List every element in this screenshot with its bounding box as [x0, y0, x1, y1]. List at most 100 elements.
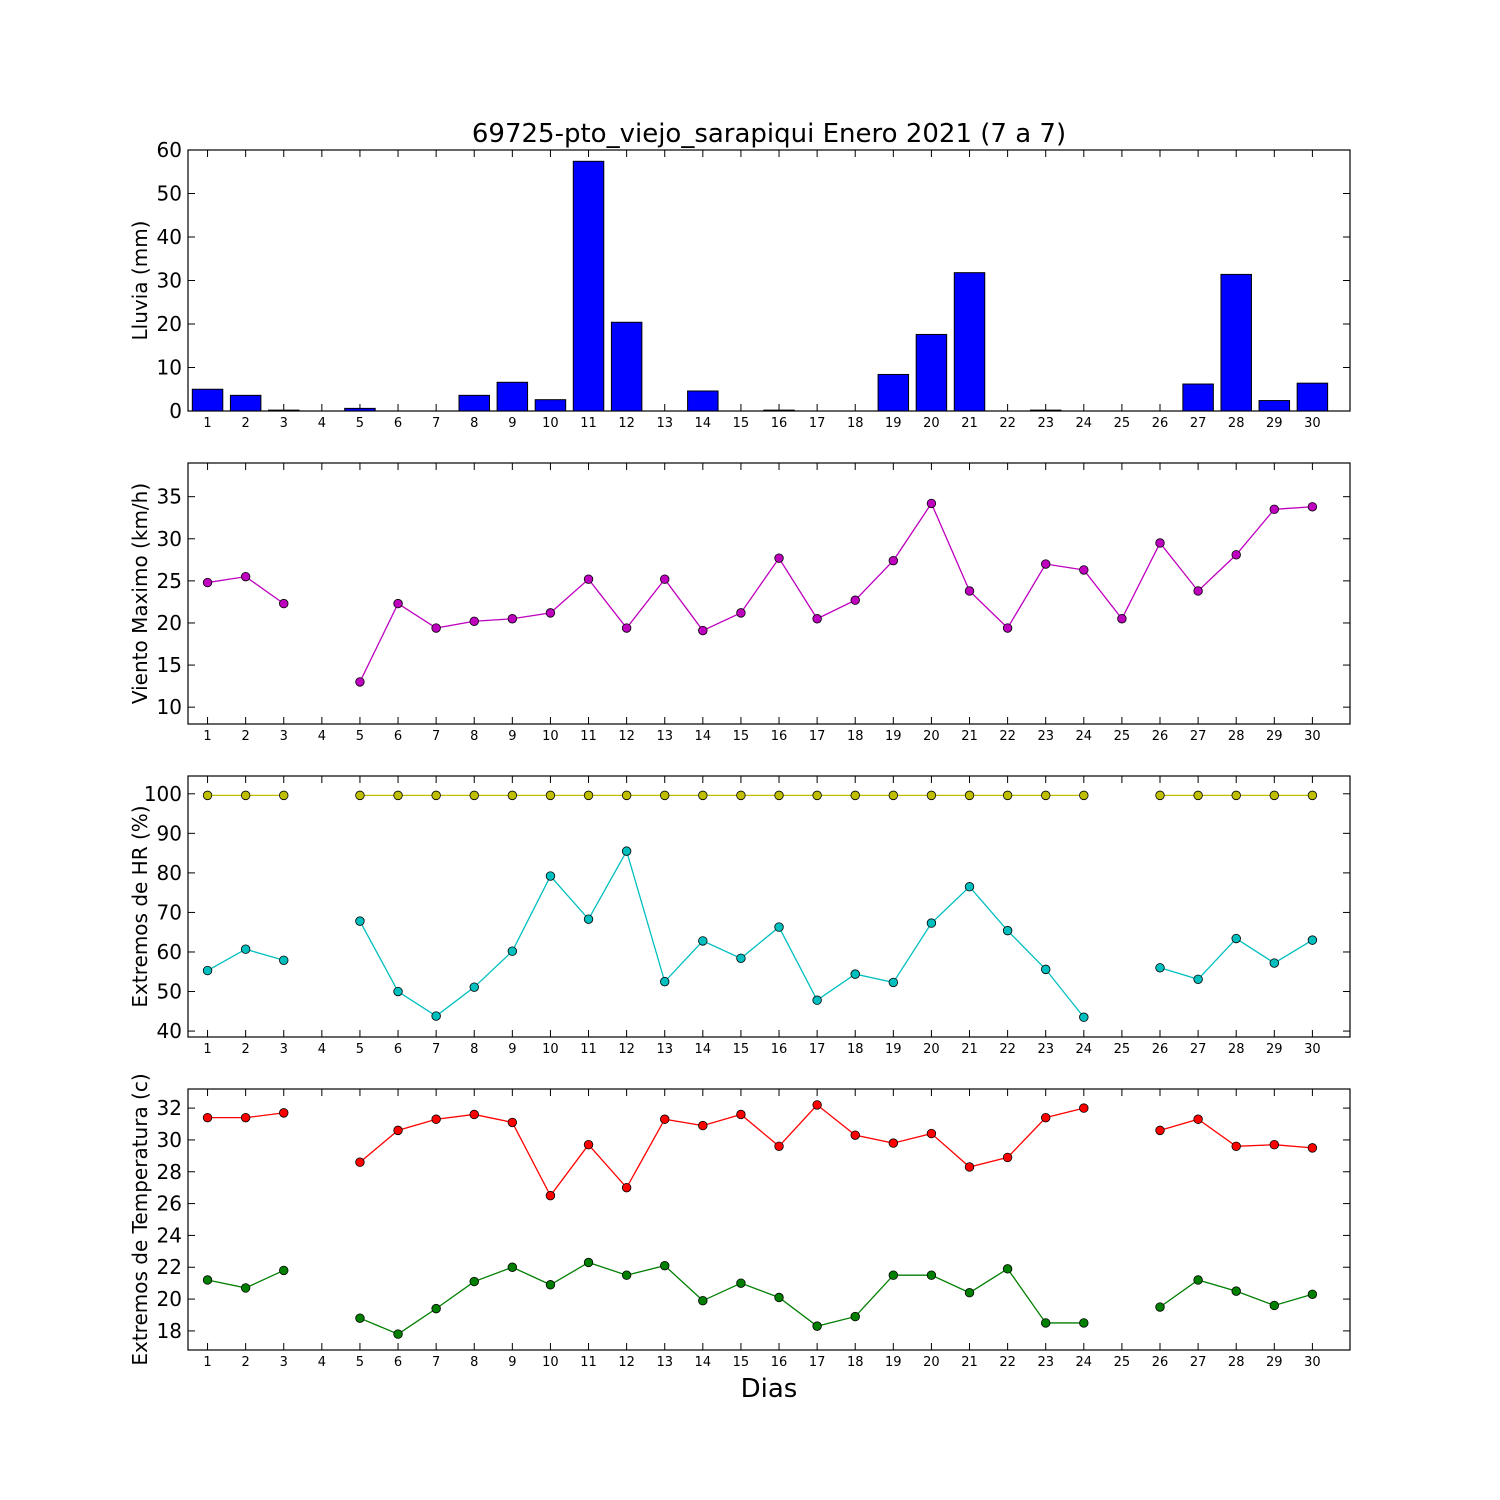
data-point: [1041, 559, 1051, 569]
x-tick-label: 11: [580, 729, 597, 744]
x-tick-label: 5: [356, 1355, 364, 1370]
x-tick-label: 29: [1266, 729, 1283, 744]
data-point: [393, 598, 403, 609]
data-point: [1307, 502, 1318, 512]
x-tick-label: 12: [618, 1042, 635, 1057]
x-tick-label: 21: [961, 1042, 978, 1057]
x-tick-label: 22: [999, 1042, 1016, 1057]
x-tick-label: 20: [923, 416, 940, 431]
data-point: [774, 1141, 784, 1151]
x-tick-label: 24: [1076, 1042, 1093, 1057]
series-line-2: [207, 849, 1313, 1018]
data-point: [1155, 790, 1165, 801]
x-tick-label: 2: [242, 1042, 250, 1057]
data-point: [1155, 1125, 1165, 1136]
x-tick-label: 10: [542, 729, 559, 744]
x-tick-label: 6: [394, 1042, 402, 1057]
data-point: [1002, 1152, 1013, 1163]
x-tick-label: 17: [809, 729, 826, 744]
x-tick-label: 14: [695, 729, 712, 744]
data-point: [1269, 1300, 1280, 1311]
x-tick-label: 23: [1037, 729, 1054, 744]
y-axis-label: Extremos de Temperatura (c): [128, 1073, 152, 1365]
bar: [1296, 382, 1329, 412]
x-tick-label: 13: [656, 1042, 673, 1057]
x-tick-label: 16: [771, 1355, 788, 1370]
data-point: [431, 790, 441, 801]
data-point: [1193, 586, 1203, 596]
x-tick-label: 19: [885, 1355, 902, 1370]
data-point: [1079, 1012, 1089, 1022]
data-point: [279, 790, 289, 801]
data-point: [507, 614, 518, 624]
data-point: [431, 1114, 441, 1124]
x-tick-label: 19: [885, 416, 902, 431]
x-tick-label: 27: [1190, 729, 1207, 744]
data-point: [774, 1292, 784, 1303]
series-line-1: [207, 1104, 1313, 1197]
x-tick-label: 9: [508, 1355, 516, 1370]
x-tick-label: 21: [961, 729, 978, 744]
data-point: [621, 623, 632, 633]
data-point: [431, 1011, 441, 1021]
x-tick-label: 30: [1304, 1042, 1321, 1057]
data-point: [1231, 1286, 1241, 1296]
x-tick-label: 25: [1114, 416, 1131, 431]
data-point: [469, 1109, 479, 1120]
axes-frame: [187, 775, 1351, 1038]
x-tick-label: 1: [203, 1042, 211, 1057]
x-tick-label: 14: [695, 416, 712, 431]
x-tick-label: 7: [432, 729, 440, 744]
y-tick-label: 28: [157, 1160, 182, 1184]
x-tick-label: 16: [771, 729, 788, 744]
data-point: [1193, 790, 1203, 801]
y-tick-label: 26: [157, 1192, 182, 1216]
data-point: [736, 953, 746, 964]
x-tick-label: 19: [885, 729, 902, 744]
bar: [915, 333, 948, 412]
x-tick-label: 15: [733, 416, 750, 431]
x-tick-label: 4: [318, 729, 326, 744]
x-tick-label: 14: [695, 1355, 712, 1370]
x-axis-label: Dias: [741, 1374, 798, 1404]
data-point: [698, 790, 708, 801]
x-tick-label: 26: [1152, 729, 1169, 744]
data-point: [774, 790, 784, 801]
data-point: [431, 1303, 441, 1314]
series-line-2: [207, 1261, 1313, 1335]
x-tick-label: 8: [470, 1355, 478, 1370]
y-tick-label: 60: [157, 940, 182, 964]
y-tick-label: 70: [157, 900, 182, 924]
x-tick-label: 24: [1076, 1355, 1093, 1370]
x-tick-label: 6: [394, 729, 402, 744]
x-tick-label: 18: [847, 416, 864, 431]
x-tick-label: 26: [1152, 1355, 1169, 1370]
data-point: [240, 944, 251, 954]
x-tick-label: 29: [1266, 1355, 1283, 1370]
data-point: [660, 976, 670, 987]
x-tick-label: 18: [847, 1042, 864, 1057]
data-point: [812, 790, 822, 801]
data-point: [583, 1140, 594, 1150]
data-point: [1041, 964, 1051, 975]
data-point: [812, 1100, 822, 1110]
x-tick-label: 24: [1076, 416, 1093, 431]
data-point: [1155, 538, 1165, 548]
data-point: [355, 790, 365, 801]
data-point: [202, 1112, 213, 1123]
y-axis-label: Viento Maximo (km/h): [128, 483, 152, 704]
data-point: [355, 916, 365, 926]
x-tick-label: 5: [356, 729, 364, 744]
data-point: [850, 1311, 860, 1322]
data-point: [1307, 1289, 1318, 1299]
x-tick-label: 12: [618, 416, 635, 431]
x-tick-label: 6: [394, 416, 402, 431]
data-point: [202, 965, 213, 976]
data-point: [1231, 1141, 1241, 1151]
data-point: [1307, 790, 1318, 801]
y-tick-label: 30: [157, 269, 182, 293]
y-tick-label: 35: [157, 485, 182, 509]
data-point: [240, 1112, 251, 1123]
